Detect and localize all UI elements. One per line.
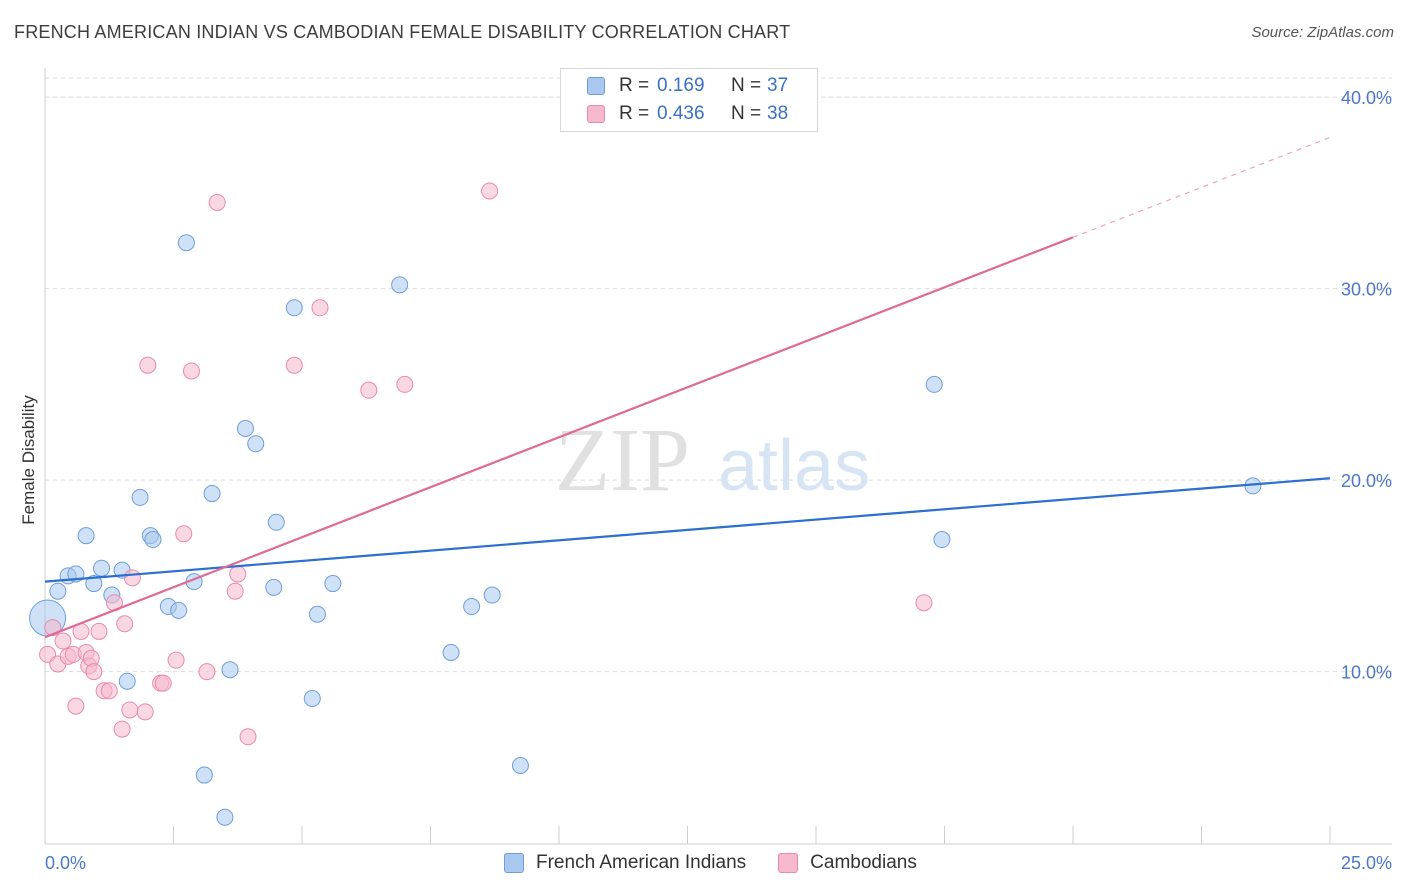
series-swatch-pink <box>778 853 799 873</box>
trendline-french-american-indians <box>44 477 1331 583</box>
point-french-american-indians <box>77 527 95 545</box>
point-french-american-indians <box>463 598 481 616</box>
point-french-american-indians <box>195 766 213 784</box>
legend-r-value: 0.169 <box>657 75 705 96</box>
trendline-cambodians-extension <box>1072 136 1331 238</box>
legend-row-cambodians: R = 0.436 N = 38 <box>587 101 788 127</box>
point-french-american-indians <box>170 601 188 619</box>
y-tick-label: 20.0% <box>1341 471 1392 491</box>
watermark-zip: ZIP <box>555 411 690 510</box>
point-french-american-indians <box>285 299 303 317</box>
trendline-cambodians <box>44 236 1074 639</box>
point-french-american-indians <box>303 689 321 707</box>
y-tick-label: 10.0% <box>1341 663 1392 683</box>
point-french-american-indians <box>483 586 501 604</box>
point-french-american-indians <box>131 488 149 506</box>
point-cambodians <box>116 615 134 633</box>
series-legend: French American Indians Cambodians <box>504 852 949 874</box>
y-tick-label: 40.0% <box>1341 88 1392 108</box>
x-tick-label: 25.0% <box>1341 853 1392 873</box>
point-cambodians <box>360 381 378 399</box>
point-french-american-indians <box>247 435 265 453</box>
point-french-american-indians <box>93 559 111 577</box>
point-cambodians <box>396 375 414 393</box>
point-french-american-indians <box>925 375 943 393</box>
legend-row-french-american-indians: R = 0.169 N = 37 <box>587 73 788 99</box>
point-cambodians <box>154 674 172 692</box>
point-cambodians <box>136 703 154 721</box>
point-french-american-indians <box>177 234 195 252</box>
chart-title: FRENCH AMERICAN INDIAN VS CAMBODIAN FEMA… <box>14 22 791 42</box>
point-french-american-indians <box>267 513 285 531</box>
points-layer <box>29 182 1262 826</box>
point-french-american-indians <box>265 578 283 596</box>
series-swatch-blue <box>504 853 524 873</box>
axes <box>44 68 1392 845</box>
point-cambodians <box>167 651 185 669</box>
point-cambodians <box>54 632 72 650</box>
point-french-american-indians <box>49 582 67 600</box>
point-french-american-indians <box>118 672 136 690</box>
point-cambodians <box>226 582 244 600</box>
source-credit: Source: ZipAtlas.com <box>1251 24 1394 41</box>
legend-n-label: N = <box>731 75 762 96</box>
watermark-atlas: atlas <box>718 426 870 506</box>
point-french-american-indians <box>216 808 234 826</box>
point-french-american-indians <box>933 531 951 549</box>
legend-r-value: 0.436 <box>657 103 705 124</box>
legend-r-label: R = <box>619 103 650 124</box>
series-label: French American Indians <box>536 852 747 873</box>
point-french-american-indians <box>236 419 254 437</box>
point-cambodians <box>198 663 216 681</box>
series-legend-item-cambodians: Cambodians <box>778 852 917 874</box>
legend-swatch-pink <box>587 105 605 123</box>
point-french-american-indians <box>203 485 221 503</box>
legend-r-label: R = <box>619 75 650 96</box>
point-french-american-indians <box>391 276 409 294</box>
point-cambodians <box>139 356 157 374</box>
point-cambodians <box>285 356 303 374</box>
point-french-american-indians <box>308 605 326 623</box>
point-cambodians <box>67 697 85 715</box>
point-cambodians <box>113 720 131 738</box>
point-french-american-indians <box>511 756 529 774</box>
point-cambodians <box>123 569 141 587</box>
point-cambodians <box>182 362 200 380</box>
legend-n-value: 38 <box>767 103 789 124</box>
tick-labels: 10.0% 20.0% 30.0% 40.0% 0.0% 25.0% <box>45 88 1392 873</box>
point-cambodians <box>175 525 193 543</box>
x-tick-label: 0.0% <box>45 853 86 873</box>
legend-n-value: 37 <box>767 75 789 96</box>
point-cambodians <box>239 728 257 746</box>
point-cambodians <box>229 565 247 583</box>
legend-swatch-blue <box>587 77 605 95</box>
y-tick-label: 30.0% <box>1341 280 1392 300</box>
point-cambodians <box>100 682 118 700</box>
watermark: ZIP atlas <box>555 411 870 510</box>
point-cambodians <box>481 182 499 200</box>
series-legend-item-french-american-indians: French American Indians <box>504 852 746 874</box>
point-french-american-indians <box>324 575 342 593</box>
point-cambodians <box>85 663 103 681</box>
point-cambodians <box>915 594 933 612</box>
point-cambodians <box>208 193 226 211</box>
trend-layer <box>44 136 1331 639</box>
point-french-american-indians <box>85 575 103 593</box>
legend-n-label: N = <box>731 103 762 124</box>
point-cambodians <box>90 622 108 640</box>
point-cambodians <box>121 701 139 719</box>
point-french-american-indians <box>221 661 239 679</box>
point-cambodians <box>311 299 329 317</box>
correlation-legend: R = 0.169 N = 37 R = 0.436 N = 38 <box>560 68 818 132</box>
y-axis-label: Female Disability <box>19 395 38 525</box>
point-french-american-indians <box>442 644 460 661</box>
series-label: Cambodians <box>810 852 917 873</box>
point-french-american-indians <box>144 531 162 549</box>
